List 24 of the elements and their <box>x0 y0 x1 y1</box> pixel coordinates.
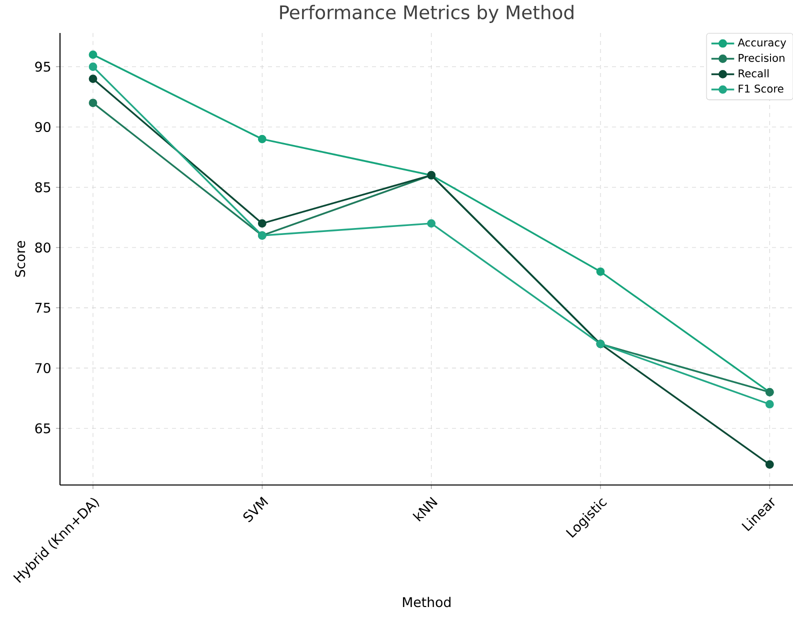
point <box>596 267 605 276</box>
legend-label: Recall <box>738 69 769 78</box>
point <box>258 134 266 144</box>
point <box>427 219 436 228</box>
point <box>258 219 266 228</box>
legend-label: Precision <box>738 54 784 62</box>
y-tick-label: 65 <box>35 423 50 434</box>
y-tick-label: 90 <box>35 122 50 132</box>
y-tick-label: 75 <box>35 302 50 313</box>
point <box>88 74 98 84</box>
y-tick-label: 70 <box>35 363 50 374</box>
y-tick-label: 95 <box>35 62 50 72</box>
y-axis-title: Score <box>15 241 26 277</box>
x-axis-title: Method <box>402 596 450 608</box>
legend-label: F1 Score <box>738 84 784 93</box>
point <box>88 62 98 71</box>
chart-title: Performance Metrics by Method <box>280 4 574 23</box>
point <box>88 98 98 108</box>
point <box>765 460 774 469</box>
point <box>765 400 774 408</box>
y-tick-label: 80 <box>35 242 50 253</box>
legend-label: Accuracy <box>738 38 786 49</box>
y-tick-label: 85 <box>35 182 50 192</box>
point <box>88 50 98 59</box>
